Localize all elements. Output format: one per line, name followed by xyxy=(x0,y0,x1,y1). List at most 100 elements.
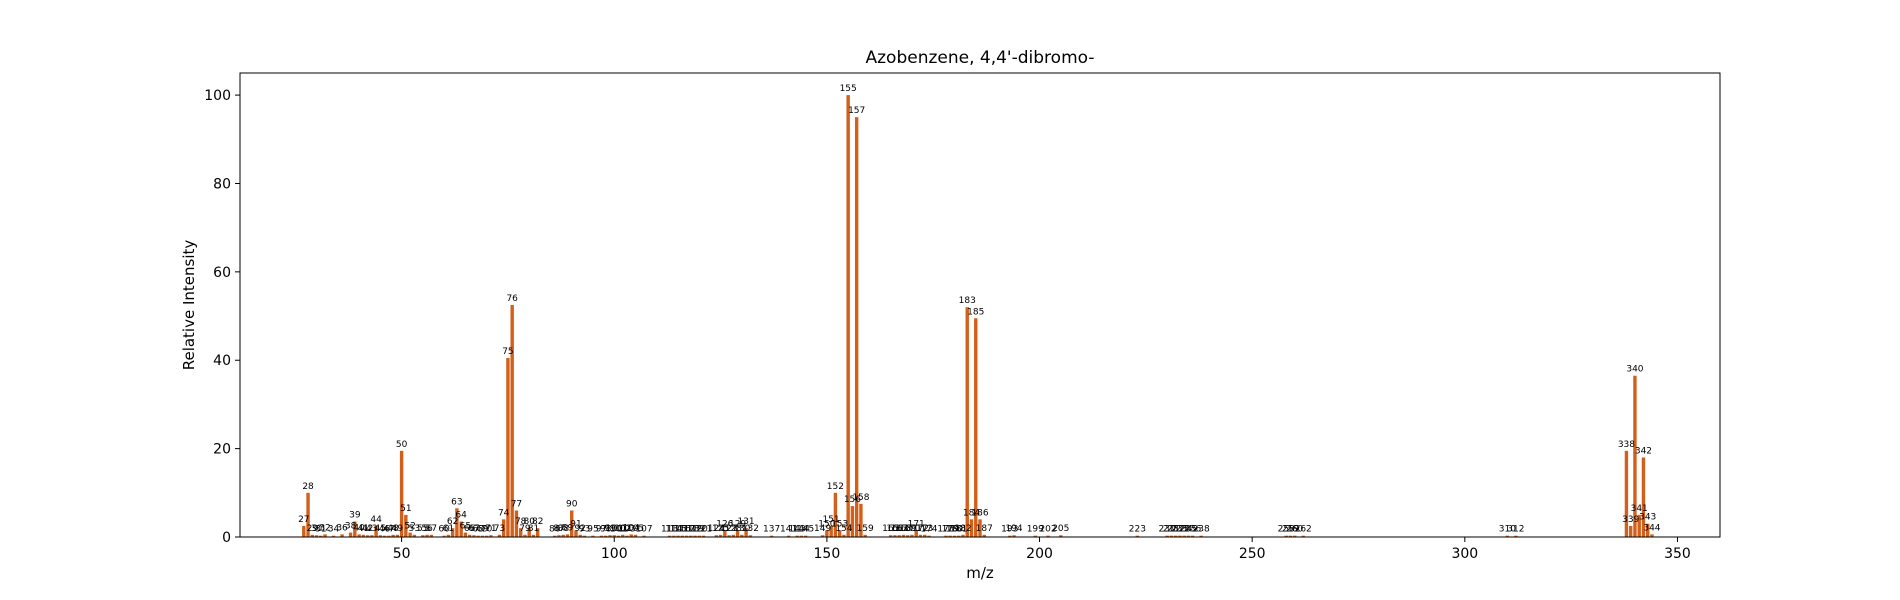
bar xyxy=(578,534,582,537)
peak-label: 45 xyxy=(375,524,386,534)
bar xyxy=(897,535,901,537)
peak-label: 87 xyxy=(553,524,564,534)
bar xyxy=(918,534,923,537)
bar xyxy=(723,530,727,537)
peak-label: 126 xyxy=(716,519,733,529)
peak-label: 29 xyxy=(307,524,319,534)
peak-label: 127 xyxy=(720,524,737,534)
bar xyxy=(969,519,974,537)
bar xyxy=(489,535,493,537)
peak-label: 114 xyxy=(665,525,682,535)
y-axis-label: Relative Intensity xyxy=(180,240,198,371)
peak-label: 234 xyxy=(1176,525,1193,535)
bar xyxy=(740,534,744,537)
bar xyxy=(731,534,736,537)
bar xyxy=(1135,535,1140,537)
bar xyxy=(527,528,531,537)
peak-label: 149 xyxy=(814,524,831,534)
peak-label: 42 xyxy=(362,524,373,534)
bar xyxy=(799,535,804,537)
bar xyxy=(825,530,829,537)
bar xyxy=(1514,535,1518,537)
peak-label: 235 xyxy=(1180,525,1197,535)
bar xyxy=(378,535,383,537)
peak-label: 74 xyxy=(498,508,510,518)
peak-label: 128 xyxy=(725,524,742,534)
peak-label: 154 xyxy=(835,524,852,534)
y-axis: 0 20 40 60 80 100 xyxy=(204,88,240,546)
x-axis-label: m/z xyxy=(966,564,994,582)
peak-label: 165 xyxy=(882,524,899,534)
peak-label: 57 xyxy=(426,524,437,534)
peak-label: 185 xyxy=(967,307,984,317)
peak-label: 155 xyxy=(840,84,857,94)
peak-label: 32 xyxy=(319,523,330,533)
bar xyxy=(1633,375,1637,537)
bar xyxy=(1059,535,1063,537)
bar xyxy=(684,535,689,537)
peak-label: 43 xyxy=(366,524,377,534)
bar xyxy=(1165,535,1169,537)
bar xyxy=(331,535,336,537)
bar xyxy=(421,535,425,537)
bar xyxy=(323,534,327,537)
bar xyxy=(672,535,676,537)
peak-label: 132 xyxy=(742,524,759,534)
bar xyxy=(1284,535,1288,537)
bar xyxy=(910,534,914,537)
plot-frame xyxy=(239,72,1721,538)
peak-label: 97 xyxy=(596,525,607,535)
peak-label: 130 xyxy=(733,524,750,534)
peak-label: 78 xyxy=(515,517,527,527)
peak-label: 205 xyxy=(1052,524,1069,534)
peak-label: 63 xyxy=(451,497,462,507)
bar xyxy=(442,535,446,537)
bar xyxy=(693,535,697,537)
peak-label: 182 xyxy=(954,524,971,534)
peak-label: 47 xyxy=(383,525,394,535)
bar xyxy=(374,525,378,537)
peak-label: 50 xyxy=(396,440,408,450)
peak-label: 258 xyxy=(1278,525,1295,535)
peak-label: 67 xyxy=(468,524,479,534)
bar xyxy=(404,514,408,537)
x-tick-label: 250 xyxy=(1239,546,1266,562)
bar xyxy=(906,535,910,537)
bar xyxy=(621,534,625,537)
peak-label: 77 xyxy=(511,499,522,509)
bar xyxy=(927,535,931,537)
bar xyxy=(1199,535,1203,537)
peak-label: 179 xyxy=(942,525,959,535)
bar xyxy=(608,535,612,537)
peak-label: 125 xyxy=(712,524,729,534)
peak-label: 168 xyxy=(895,524,912,534)
y-tick-label: 80 xyxy=(213,176,231,192)
bar xyxy=(1186,535,1191,537)
peak-label: 115 xyxy=(669,525,686,535)
peak-label: 93 xyxy=(579,525,590,535)
peak-label: 65 xyxy=(460,522,471,532)
peak-label: 30 xyxy=(311,524,323,534)
bar xyxy=(514,510,519,537)
x-tick-label: 50 xyxy=(393,546,411,562)
bar xyxy=(357,534,361,537)
peak-label: 338 xyxy=(1618,440,1635,450)
bar xyxy=(1008,535,1012,537)
peak-label: 107 xyxy=(635,525,652,535)
bar xyxy=(718,534,723,537)
bar xyxy=(842,534,846,537)
peak-label: 116 xyxy=(674,525,691,535)
peak-label: 193 xyxy=(1001,525,1018,535)
peak-label: 199 xyxy=(1027,525,1044,535)
bar xyxy=(642,535,646,537)
bar xyxy=(399,450,404,537)
peak-label: 152 xyxy=(827,482,844,492)
bar xyxy=(395,534,400,537)
peak-label: 70 xyxy=(481,525,493,535)
bar xyxy=(846,95,850,537)
bar xyxy=(370,535,374,537)
x-tick-label: 300 xyxy=(1451,546,1478,562)
bar xyxy=(497,534,502,537)
peak-label: 144 xyxy=(793,525,810,535)
